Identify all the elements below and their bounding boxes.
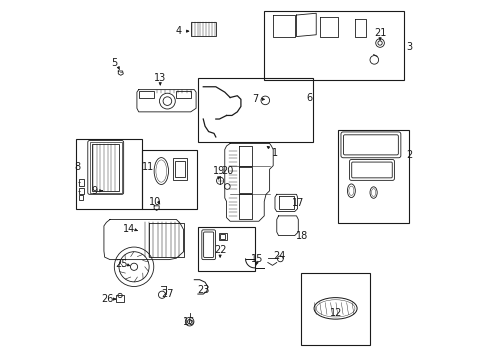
Bar bbox=[142, 149, 197, 209]
Text: 3: 3 bbox=[406, 42, 412, 52]
Text: 10: 10 bbox=[148, 197, 161, 207]
Text: 8: 8 bbox=[74, 162, 81, 172]
Bar bbox=[89, 142, 122, 193]
Bar bbox=[92, 144, 119, 191]
Bar bbox=[220, 234, 225, 239]
Text: 11: 11 bbox=[141, 162, 154, 172]
Text: 23: 23 bbox=[197, 285, 209, 296]
Bar bbox=[301, 273, 369, 345]
Bar bbox=[79, 188, 84, 194]
Text: 13: 13 bbox=[154, 73, 166, 83]
Text: 16: 16 bbox=[183, 317, 195, 327]
Bar bbox=[337, 130, 408, 223]
Bar bbox=[198, 78, 312, 142]
Text: 1: 1 bbox=[271, 148, 278, 158]
Bar bbox=[139, 91, 153, 98]
Bar bbox=[79, 179, 84, 186]
Text: 17: 17 bbox=[291, 198, 304, 208]
Text: 18: 18 bbox=[295, 231, 307, 240]
Bar bbox=[174, 161, 185, 177]
Text: 25: 25 bbox=[115, 259, 127, 269]
Text: 20: 20 bbox=[221, 166, 233, 176]
Bar bbox=[219, 233, 226, 240]
Text: 24: 24 bbox=[273, 251, 285, 261]
Bar bbox=[172, 158, 187, 180]
Text: 21: 21 bbox=[373, 28, 386, 38]
Text: 22: 22 bbox=[213, 245, 226, 255]
Text: 12: 12 bbox=[329, 308, 342, 318]
Text: 9: 9 bbox=[91, 186, 98, 196]
Text: 26: 26 bbox=[101, 294, 114, 304]
Bar bbox=[76, 139, 142, 209]
Bar bbox=[264, 12, 403, 80]
Text: 5: 5 bbox=[111, 58, 118, 68]
Bar bbox=[190, 22, 215, 36]
Bar bbox=[79, 195, 83, 200]
Text: 4: 4 bbox=[175, 26, 181, 36]
Bar bbox=[176, 91, 190, 98]
Text: 27: 27 bbox=[161, 289, 173, 299]
Text: 15: 15 bbox=[250, 254, 263, 264]
Text: 2: 2 bbox=[406, 150, 412, 160]
Bar bbox=[116, 296, 124, 302]
Text: 7: 7 bbox=[252, 94, 258, 104]
Text: 19: 19 bbox=[212, 166, 224, 176]
Text: 6: 6 bbox=[305, 93, 311, 103]
Text: 14: 14 bbox=[122, 225, 135, 234]
Bar bbox=[198, 226, 255, 271]
